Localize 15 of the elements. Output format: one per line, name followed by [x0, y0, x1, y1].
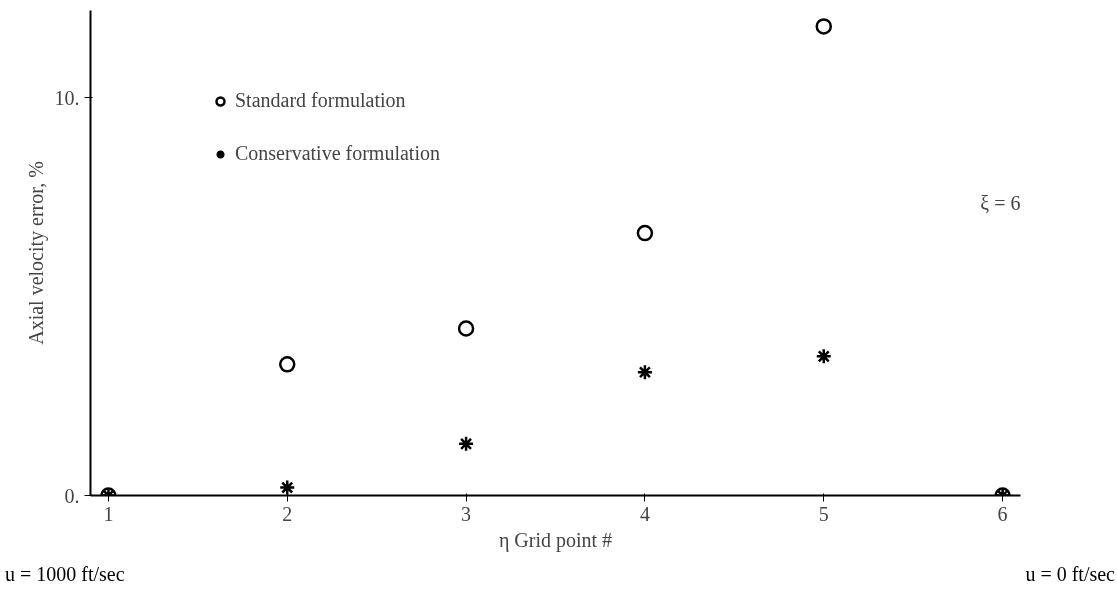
- y-tick-label: 10.: [54, 86, 80, 109]
- x-tick-label: 1: [103, 502, 114, 525]
- x-axis-title: η Grid point #: [498, 528, 613, 552]
- y-tick-label: 0.: [64, 484, 80, 507]
- text: u = 1000 ft/sec: [5, 562, 125, 587]
- legend-label: Standard formulation: [235, 89, 406, 112]
- x-tick-label: 6: [997, 502, 1008, 525]
- annotation: ξ = 6: [980, 192, 1021, 215]
- x-tick-label: 2: [282, 502, 293, 525]
- x-tick-label: 4: [639, 502, 650, 525]
- text: u = 0 ft/sec: [1025, 562, 1115, 587]
- x-tick-label: 5: [818, 502, 829, 525]
- x-tick-label: 3: [461, 502, 472, 525]
- y-axis-title: Axial velocity error, %: [24, 161, 48, 345]
- legend-label: Conservative formulation: [235, 142, 440, 165]
